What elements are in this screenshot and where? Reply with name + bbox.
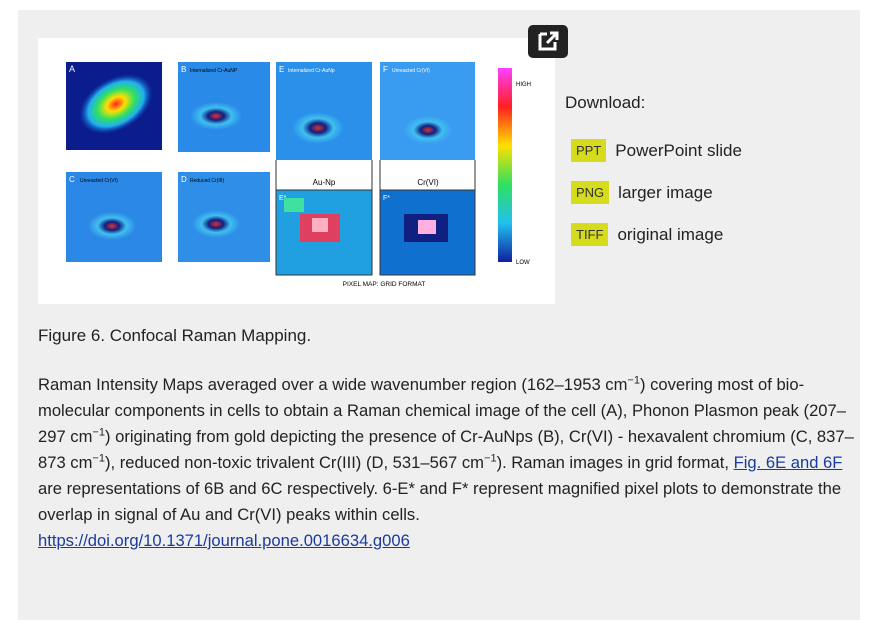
superscript: −1 <box>484 452 497 465</box>
panel-title: Reduced Cr(III) <box>190 178 225 184</box>
caption-body: Raman Intensity Maps averaged over a wid… <box>38 372 868 554</box>
panel-letter: F* <box>383 195 390 202</box>
panel-title: Unreacted Cr(VI) <box>80 178 118 184</box>
download-link[interactable]: PPT PowerPoint slide <box>571 139 742 162</box>
caption-title: Figure 6. Confocal Raman Mapping. <box>38 326 312 345</box>
panel-title: Internalized Cr-AuNp <box>288 68 335 74</box>
panel-title: Unreacted Cr(VI) <box>392 68 430 74</box>
panel-letter: A <box>69 64 75 74</box>
superscript: −1 <box>92 452 105 465</box>
text: ), reduced non-toxic trivalent Cr(III) (… <box>104 453 485 472</box>
download-link[interactable]: TIFF original image <box>571 223 723 246</box>
text: ) covering most of bio-molecular compone… <box>38 375 846 446</box>
zoom-pixel <box>418 220 436 234</box>
map-blob <box>404 116 452 144</box>
figure-image: A B E F C D E* F* Internalized Cr-AuNP I… <box>38 38 555 304</box>
badge: TIFF <box>571 223 609 246</box>
text: ) originating from gold depicting the pr… <box>38 427 854 472</box>
download-label: larger image <box>618 182 713 202</box>
export-icon <box>538 31 559 51</box>
zoom-title: Cr(VI) <box>417 178 439 187</box>
map-blob <box>79 73 153 135</box>
scale-high: HIGH <box>516 82 531 88</box>
zoom-pixel <box>312 218 328 232</box>
zoom-pixel <box>284 198 304 212</box>
download-label: PowerPoint slide <box>615 140 742 160</box>
panel-title: Internalized Cr-AuNP <box>190 68 238 74</box>
badge: PPT <box>571 139 607 162</box>
panel-letter: B <box>181 65 186 74</box>
map-panel <box>380 62 475 160</box>
badge: PNG <box>571 181 610 204</box>
scale-low: LOW <box>516 260 530 266</box>
figure-link[interactable]: Fig. 6E and 6F <box>733 453 843 472</box>
map-blob <box>88 212 136 240</box>
zoom-title: Au-Np <box>313 178 336 187</box>
panel-letter: C <box>69 175 75 184</box>
color-scale <box>498 68 512 262</box>
panel-letter: E <box>279 65 284 74</box>
map-blob <box>292 112 344 144</box>
map-blob <box>192 210 240 238</box>
download-link[interactable]: PNG larger image <box>571 181 713 204</box>
map-blob <box>190 102 242 130</box>
panel-letter: D <box>181 175 187 184</box>
superscript: −1 <box>92 426 105 439</box>
superscript: −1 <box>627 374 640 387</box>
download-heading: Download: <box>565 93 646 112</box>
doi-link[interactable]: https://doi.org/10.1371/journal.pone.001… <box>38 531 410 550</box>
export-button[interactable] <box>528 25 568 58</box>
download-label: original image <box>617 224 724 244</box>
map-panel <box>276 62 372 160</box>
text: are representations of 6B and 6C respect… <box>38 479 842 524</box>
panel-letter: F <box>383 65 388 74</box>
panel-letter: E* <box>279 195 287 202</box>
text: Raman Intensity Maps averaged over a wid… <box>38 375 628 394</box>
text: ). Raman images in grid format, <box>496 453 734 472</box>
figure-footer: PIXEL MAP: GRID FORMAT <box>343 281 426 288</box>
